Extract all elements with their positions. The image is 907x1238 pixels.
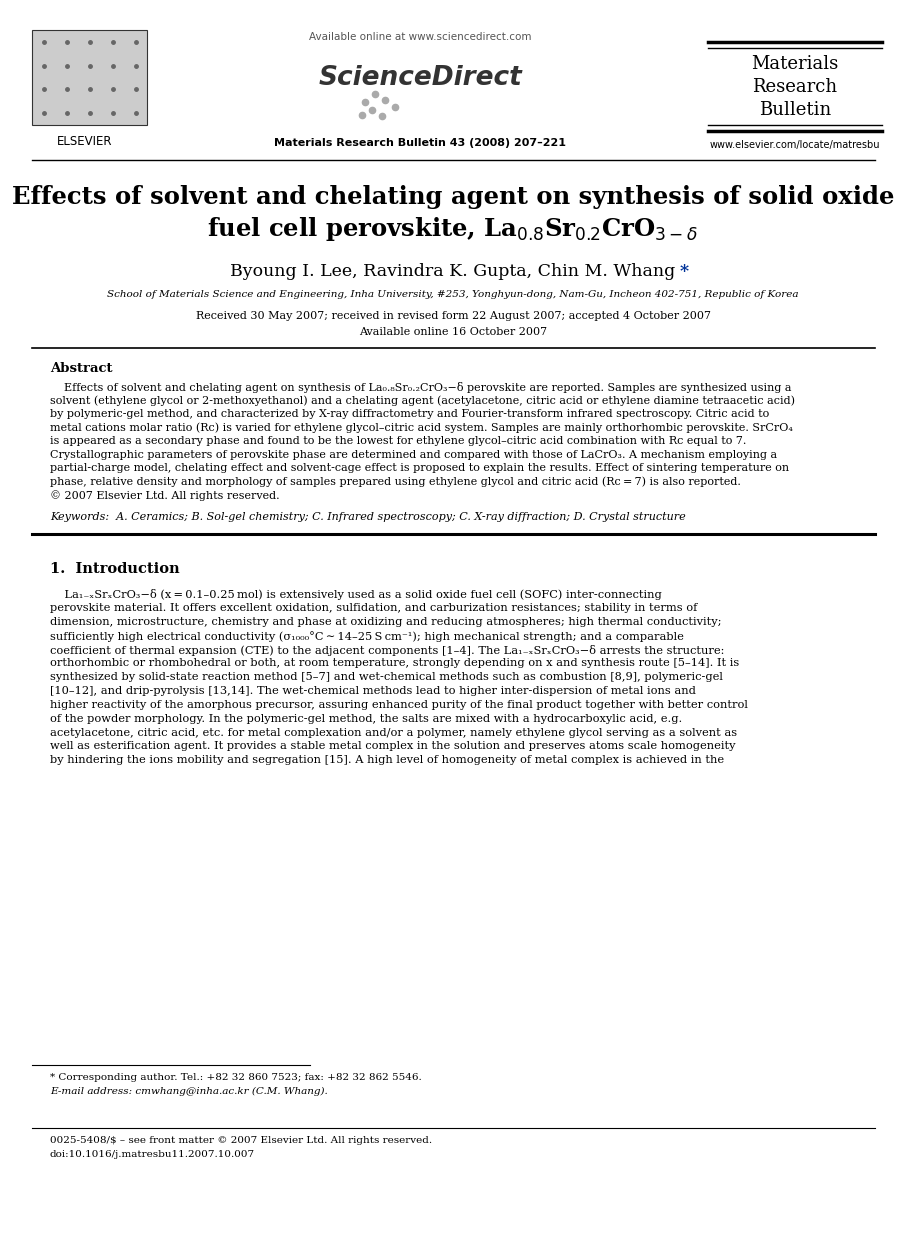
Text: 0025-5408/$ – see front matter © 2007 Elsevier Ltd. All rights reserved.: 0025-5408/$ – see front matter © 2007 El… — [50, 1136, 432, 1145]
Text: doi:10.1016/j.matresbu11.2007.10.007: doi:10.1016/j.matresbu11.2007.10.007 — [50, 1150, 255, 1159]
Text: is appeared as a secondary phase and found to be the lowest for ethylene glycol–: is appeared as a secondary phase and fou… — [50, 436, 746, 446]
Text: perovskite material. It offers excellent oxidation, sulfidation, and carburizati: perovskite material. It offers excellent… — [50, 603, 697, 613]
Text: partial-charge model, chelating effect and solvent-cage effect is proposed to ex: partial-charge model, chelating effect a… — [50, 463, 789, 473]
Text: Effects of solvent and chelating agent on synthesis of solid oxide: Effects of solvent and chelating agent o… — [12, 184, 894, 209]
Text: [10–12], and drip-pyrolysis [13,14]. The wet-chemical methods lead to higher int: [10–12], and drip-pyrolysis [13,14]. The… — [50, 686, 696, 696]
Text: coefficient of thermal expansion (CTE) to the adjacent components [1–4]. The La₁: coefficient of thermal expansion (CTE) t… — [50, 645, 725, 656]
Text: Available online at www.sciencedirect.com: Available online at www.sciencedirect.co… — [308, 32, 532, 42]
Text: dimension, microstructure, chemistry and phase at oxidizing and reducing atmosph: dimension, microstructure, chemistry and… — [50, 617, 721, 628]
Text: Available online 16 October 2007: Available online 16 October 2007 — [359, 327, 547, 337]
Text: sufficiently high electrical conductivity (σ₁₀₀₀°C ∼ 14–25 S cm⁻¹); high mechani: sufficiently high electrical conductivit… — [50, 631, 684, 641]
Text: Effects of solvent and chelating agent on synthesis of La₀.₈Sr₀.₂CrO₃−δ perovski: Effects of solvent and chelating agent o… — [50, 383, 792, 392]
Text: Research: Research — [753, 78, 837, 97]
Text: * Corresponding author. Tel.: +82 32 860 7523; fax: +82 32 862 5546.: * Corresponding author. Tel.: +82 32 860… — [50, 1073, 422, 1082]
Text: fuel cell perovskite, La$_{0.8}$Sr$_{0.2}$CrO$_{3-δ}$: fuel cell perovskite, La$_{0.8}$Sr$_{0.2… — [208, 215, 698, 243]
Text: 1.  Introduction: 1. Introduction — [50, 562, 180, 576]
Text: ELSEVIER: ELSEVIER — [57, 135, 112, 149]
Text: metal cations molar ratio (Rc) is varied for ethylene glycol–citric acid system.: metal cations molar ratio (Rc) is varied… — [50, 422, 793, 433]
Text: by polymeric-gel method, and characterized by X-ray diffractometry and Fourier-t: by polymeric-gel method, and characteriz… — [50, 409, 769, 418]
Text: School of Materials Science and Engineering, Inha University, #253, Yonghyun-don: School of Materials Science and Engineer… — [107, 290, 799, 300]
Text: © 2007 Elsevier Ltd. All rights reserved.: © 2007 Elsevier Ltd. All rights reserved… — [50, 490, 279, 501]
Text: well as esterification agent. It provides a stable metal complex in the solution: well as esterification agent. It provide… — [50, 742, 736, 751]
Bar — [32, 30, 147, 125]
Text: Materials Research Bulletin 43 (2008) 207–221: Materials Research Bulletin 43 (2008) 20… — [274, 137, 566, 149]
Text: Crystallographic parameters of perovskite phase are determined and compared with: Crystallographic parameters of perovskit… — [50, 449, 777, 459]
Text: Bulletin: Bulletin — [759, 102, 831, 119]
Text: of the powder morphology. In the polymeric-gel method, the salts are mixed with : of the powder morphology. In the polymer… — [50, 713, 682, 724]
Text: synthesized by solid-state reaction method [5–7] and wet-chemical methods such a: synthesized by solid-state reaction meth… — [50, 672, 723, 682]
Text: La₁₋ₓSrₓCrO₃−δ (x = 0.1–0.25 mol) is extensively used as a solid oxide fuel cell: La₁₋ₓSrₓCrO₃−δ (x = 0.1–0.25 mol) is ext… — [50, 589, 662, 600]
Text: solvent (ethylene glycol or 2-methoxyethanol) and a chelating agent (acetylaceto: solvent (ethylene glycol or 2-methoxyeth… — [50, 395, 795, 406]
Text: Materials: Materials — [751, 54, 839, 73]
Text: acetylacetone, citric acid, etc. for metal complexation and/or a polymer, namely: acetylacetone, citric acid, etc. for met… — [50, 728, 737, 738]
Text: higher reactivity of the amorphous precursor, assuring enhanced purity of the fi: higher reactivity of the amorphous precu… — [50, 699, 748, 709]
Text: Received 30 May 2007; received in revised form 22 August 2007; accepted 4 Octobe: Received 30 May 2007; received in revise… — [196, 311, 710, 321]
Text: www.elsevier.com/locate/matresbu: www.elsevier.com/locate/matresbu — [710, 140, 881, 150]
Text: *: * — [680, 262, 689, 280]
Text: by hindering the ions mobility and segregation [15]. A high level of homogeneity: by hindering the ions mobility and segre… — [50, 755, 724, 765]
Text: ScienceDirect: ScienceDirect — [318, 66, 522, 92]
Text: E-mail address: cmwhang@inha.ac.kr (C.M. Whang).: E-mail address: cmwhang@inha.ac.kr (C.M.… — [50, 1087, 327, 1096]
Text: Abstract: Abstract — [50, 361, 112, 375]
Text: orthorhombic or rhombohedral or both, at room temperature, strongly depending on: orthorhombic or rhombohedral or both, at… — [50, 659, 739, 669]
Text: Byoung I. Lee, Ravindra K. Gupta, Chin M. Whang: Byoung I. Lee, Ravindra K. Gupta, Chin M… — [230, 262, 676, 280]
Text: phase, relative density and morphology of samples prepared using ethylene glycol: phase, relative density and morphology o… — [50, 477, 741, 487]
Text: Keywords:  A. Ceramics; B. Sol-gel chemistry; C. Infrared spectroscopy; C. X-ray: Keywords: A. Ceramics; B. Sol-gel chemis… — [50, 511, 686, 521]
